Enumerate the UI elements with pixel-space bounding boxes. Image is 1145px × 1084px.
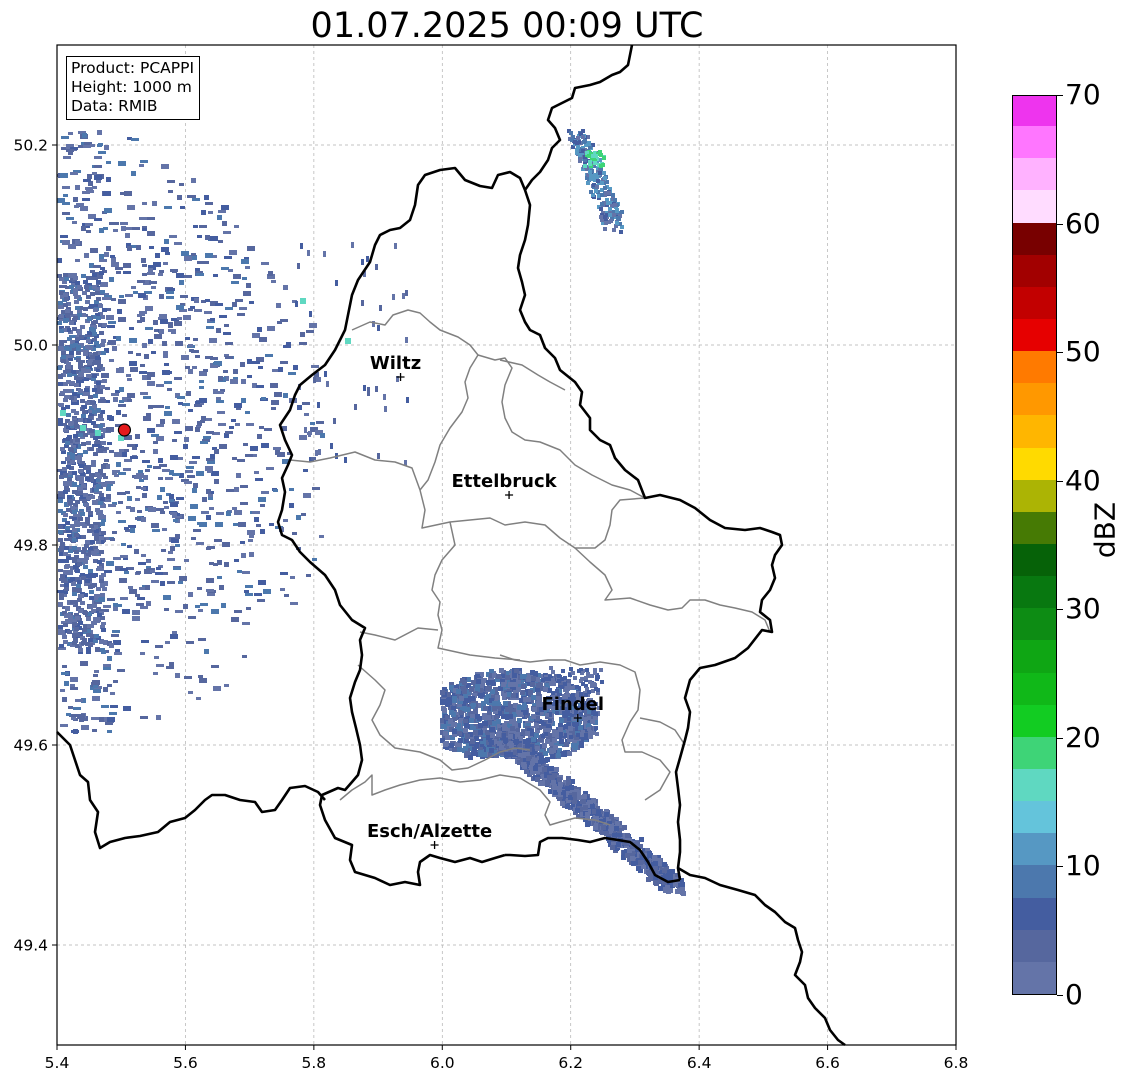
district-boundary-luxembourg-north (359, 627, 439, 641)
colorbar-tick-mark (1057, 352, 1063, 354)
colorbar-tick-label: 70 (1065, 78, 1101, 111)
border-germany-france-south (677, 866, 846, 1047)
y-tick-label: 50.2 (13, 137, 48, 155)
y-tick-label: 49.6 (13, 737, 48, 755)
colorbar-segment (1013, 929, 1056, 962)
colorbar (1012, 95, 1057, 995)
country-borders (56, 44, 846, 1047)
district-boundary-wiltz (351, 309, 479, 491)
colorbar-segment (1013, 96, 1056, 127)
colorbar-segment (1013, 350, 1056, 384)
colorbar-tick-label: 30 (1065, 592, 1101, 626)
district-boundaries (289, 309, 771, 826)
x-tick-label: 6.2 (558, 1054, 583, 1072)
district-boundary-esch (339, 774, 611, 826)
colorbar-segment (1013, 286, 1056, 319)
colorbar-segment (1013, 671, 1056, 705)
border-germany-north (523, 44, 634, 191)
border-luxembourg-france-south (505, 836, 681, 884)
x-tick-label: 5.8 (302, 1054, 327, 1072)
colorbar-segment (1013, 479, 1056, 512)
district-boundary-capellen (357, 664, 531, 771)
colorbar-segment (1013, 704, 1056, 737)
colorbar-tick-label: 40 (1065, 463, 1101, 497)
colorbar-segment (1013, 639, 1056, 673)
radar-site-marker[interactable] (117, 423, 132, 437)
y-tick-label: 49.8 (13, 537, 48, 555)
info-data: Data: RMIB (71, 97, 158, 115)
place-marker-cross (430, 841, 439, 849)
info-height: Height: 1000 m (71, 78, 192, 96)
colorbar-tick-mark (1057, 737, 1063, 739)
colorbar-tick-label: 60 (1065, 206, 1101, 240)
district-boundary-ettelbruck-north (499, 359, 566, 391)
border-luxembourg-belgium-france (276, 166, 784, 887)
colorbar-segment (1013, 382, 1056, 416)
district-boundary-east (574, 547, 771, 633)
colorbar-tick-mark (1057, 995, 1063, 996)
colorbar-tick-mark (1057, 866, 1063, 868)
colorbar-tick-mark (1057, 223, 1063, 225)
place-marker-cross (396, 373, 405, 381)
map-title: 01.07.2025 00:09 UTC (310, 6, 704, 46)
radar-echoes (57, 129, 686, 896)
info-product: Product: PCAPPI (71, 59, 195, 77)
y-tick-label: 49.4 (13, 937, 48, 955)
colorbar-tick-mark (1057, 609, 1063, 611)
district-boundary-luxembourg (499, 654, 671, 801)
colorbar-segment (1013, 896, 1056, 930)
district-boundary-ettelbruck-south (419, 489, 696, 549)
colorbar-segment (1013, 543, 1056, 577)
colorbar-tick-mark (1057, 95, 1063, 96)
x-tick-label: 6.6 (815, 1054, 840, 1072)
colorbar-tick-label: 50 (1065, 335, 1101, 369)
district-boundary-luxembourg-east (639, 717, 686, 746)
place-label: Ettelbruck (452, 471, 558, 492)
place-label: Wiltz (370, 353, 421, 374)
colorbar-segment (1013, 157, 1056, 191)
colorbar-segment (1013, 189, 1056, 223)
colorbar-segment (1013, 254, 1056, 287)
product-info-box: Product: PCAPPI Height: 1000 m Data: RMI… (66, 56, 201, 120)
colorbar-segment (1013, 607, 1056, 641)
plot-area (57, 45, 956, 1045)
x-tick-label: 5.4 (45, 1054, 70, 1072)
colorbar-segment (1013, 221, 1056, 255)
x-tick-label: 5.6 (173, 1054, 198, 1072)
colorbar-segment (1013, 414, 1056, 448)
place-markers: Wiltz Ettelbruck Findel Esch/Alzette (367, 353, 604, 849)
border-belgium-france-west (56, 731, 326, 850)
colorbar-segment (1013, 800, 1056, 834)
place-marker-cross (573, 714, 582, 722)
x-tick-label: 6.8 (944, 1054, 969, 1072)
colorbar-tick-mark (1057, 480, 1063, 482)
place-label: Esch/Alzette (367, 821, 492, 842)
colorbar-segment (1013, 125, 1056, 159)
x-axis: 5.4 5.6 5.8 6.0 6.2 6.4 6.6 6.8 (45, 1045, 969, 1072)
colorbar-segment (1013, 318, 1056, 352)
y-tick-label: 50.0 (13, 337, 48, 355)
colorbar-segment (1013, 768, 1056, 802)
x-tick-label: 6.4 (687, 1054, 712, 1072)
colorbar-tick-label: 20 (1065, 720, 1101, 754)
y-axis: 49.4 49.6 49.8 50.0 50.2 (13, 137, 57, 955)
colorbar-label: dBZ (1088, 501, 1122, 559)
district-boundary-clervaux (477, 354, 646, 499)
colorbar-segment (1013, 961, 1056, 994)
x-tick-label: 6.0 (430, 1054, 455, 1072)
colorbar-segment (1013, 736, 1056, 769)
colorbar-segment (1013, 575, 1056, 609)
colorbar-segment (1013, 511, 1056, 544)
place-marker-cross (505, 491, 514, 499)
colorbar-segment (1013, 832, 1056, 866)
district-boundary-west (289, 451, 421, 491)
colorbar-segment (1013, 864, 1056, 898)
colorbar-segment (1013, 446, 1056, 480)
colorbar-tick-label: 0 (1065, 978, 1083, 1011)
place-label: Findel (542, 694, 605, 715)
district-boundary-central (431, 521, 521, 661)
colorbar-tick-label: 10 (1065, 849, 1101, 883)
